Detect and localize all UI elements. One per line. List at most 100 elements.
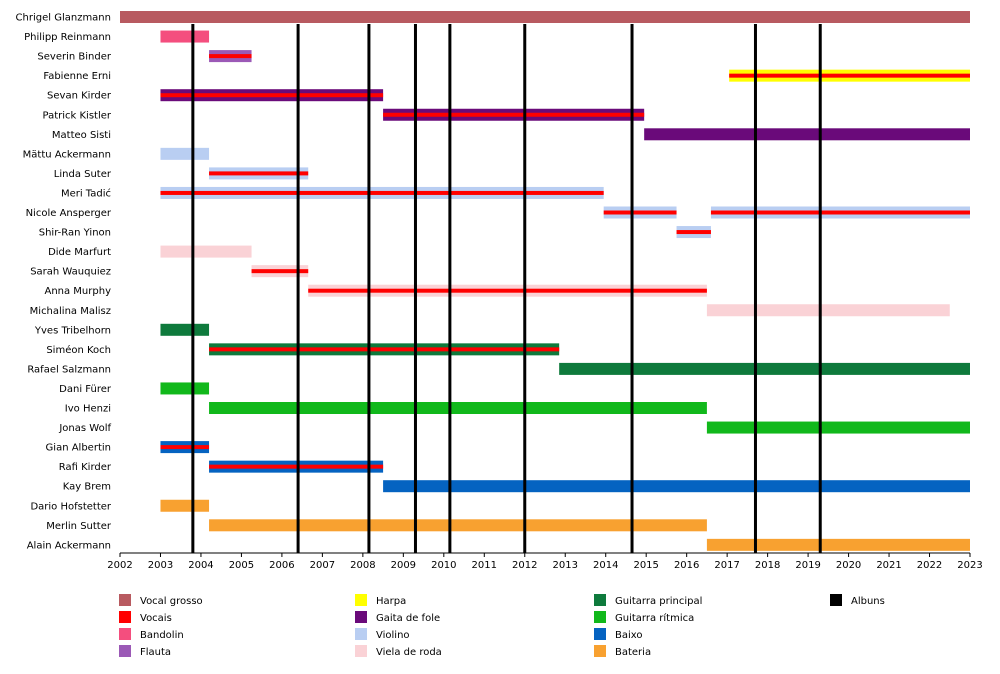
x-tick-label: 2002 <box>107 560 132 571</box>
legend-label: Baixo <box>615 630 643 641</box>
legend: Vocal grosso Vocais Bandolin Flauta Harpa Gai… <box>119 594 885 658</box>
legend-swatch <box>355 594 367 606</box>
member-label: Philipp Reinmann <box>24 32 111 43</box>
vocal-stripe <box>209 171 309 176</box>
x-tick-label: 2012 <box>512 560 537 571</box>
x-tick-label: 2003 <box>148 560 173 571</box>
member-label: Anna Murphy <box>44 286 111 297</box>
member-bar <box>120 11 970 23</box>
vocal-stripe <box>160 190 604 195</box>
x-tick-label: 2015 <box>633 560 658 571</box>
legend-label: Bandolin <box>140 630 184 641</box>
legend-swatch <box>355 645 367 657</box>
member-label: Fabienne Erni <box>43 71 111 82</box>
member-label: Shir-Ran Yinon <box>39 228 111 239</box>
x-tick-label: 2004 <box>188 560 213 571</box>
member-label: Siméon Koch <box>46 344 111 356</box>
x-tick-label: 2011 <box>472 560 497 571</box>
member-label: Dani Fürer <box>59 384 112 395</box>
legend-swatch <box>594 611 606 623</box>
vocal-stripe <box>729 73 970 78</box>
legend-swatch <box>119 628 131 640</box>
member-label: Ivo Henzi <box>65 404 111 415</box>
vocal-stripe <box>160 445 210 450</box>
vocal-stripe <box>676 230 711 235</box>
member-label: Alain Ackermann <box>27 540 111 551</box>
vocal-stripe <box>383 112 645 117</box>
x-tick-label: 2022 <box>917 560 942 571</box>
x-tick-label: 2018 <box>755 560 780 571</box>
member-label: Meri Tadić <box>61 187 111 199</box>
x-axis: 2002 2003 2004 2005 2006 2007 2008 2009 2010 2011… <box>107 552 983 571</box>
member-bar <box>706 538 970 551</box>
vocal-stripe <box>160 93 384 98</box>
legend-label: Albuns <box>851 596 885 607</box>
legend-swatch <box>119 645 131 657</box>
member-bar <box>160 499 210 512</box>
x-tick-label: 2016 <box>674 560 699 571</box>
vocal-stripe <box>251 269 309 274</box>
x-tick-label: 2017 <box>714 560 739 571</box>
legend-label: Vocal grosso <box>140 596 203 607</box>
member-label: Michalina Malisz <box>30 306 111 317</box>
x-tick-label: 2008 <box>350 560 375 571</box>
vocal-stripe <box>209 347 560 352</box>
member-label: Rafael Salzmann <box>27 364 111 375</box>
member-bar <box>209 402 707 414</box>
member-bar <box>209 519 707 532</box>
member-bar <box>160 323 210 336</box>
member-label: Severin Binder <box>37 52 111 63</box>
member-bar <box>706 304 950 317</box>
x-tick-label: 2014 <box>593 560 618 571</box>
member-label: Rafi Kirder <box>59 462 112 473</box>
legend-swatch <box>119 594 131 606</box>
member-label: Kay Brem <box>63 482 111 493</box>
legend-label: Gaita de fole <box>376 613 440 624</box>
legend-swatch <box>355 611 367 623</box>
member-label: Jonas Wolf <box>58 423 111 434</box>
vocal-stripe <box>710 210 970 215</box>
member-label: Dide Marfurt <box>48 247 111 258</box>
member-label: Patrick Kistler <box>43 110 112 121</box>
legend-swatch <box>119 611 131 623</box>
legend-label: Guitarra rítmica <box>615 612 694 624</box>
legend-label: Vocais <box>140 613 172 624</box>
legend-swatch <box>594 645 606 657</box>
x-tick-label: 2006 <box>269 560 294 571</box>
member-label: Sevan Kirder <box>47 91 112 102</box>
member-label: Chrigel Glanzmann <box>16 13 111 24</box>
vocal-stripe <box>209 464 384 469</box>
x-tick-label: 2010 <box>431 560 456 571</box>
x-tick-label: 2013 <box>553 560 578 571</box>
legend-swatch <box>355 628 367 640</box>
x-tick-label: 2020 <box>836 560 861 571</box>
member-label: Sarah Wauquiez <box>30 267 111 278</box>
member-label: Dario Hofstetter <box>30 501 111 512</box>
member-label: Mättu Ackermann <box>23 149 111 160</box>
x-tick-label: 2007 <box>310 560 335 571</box>
member-bar <box>706 421 970 434</box>
member-labels: Chrigel Glanzmann Philipp Reinmann Severin… <box>16 13 112 552</box>
member-bar <box>383 480 971 493</box>
member-bar <box>160 147 210 160</box>
member-label: Matteo Sisti <box>52 130 111 141</box>
x-tick-label: 2009 <box>391 560 416 571</box>
member-label: Merlin Sutter <box>46 521 112 532</box>
legend-label: Harpa <box>376 596 406 607</box>
member-bar <box>160 30 210 43</box>
legend-label: Flauta <box>140 647 171 658</box>
album-lines <box>191 24 822 553</box>
member-bar <box>644 128 970 141</box>
legend-label: Viela de roda <box>376 647 442 658</box>
x-tick-label: 2019 <box>795 560 820 571</box>
member-label: Gian Albertin <box>46 443 111 454</box>
x-tick-label: 2021 <box>876 560 901 571</box>
legend-swatch <box>830 594 842 606</box>
member-bar <box>559 362 970 375</box>
member-label: Yves Tribelhorn <box>34 325 111 336</box>
member-label: Linda Suter <box>54 169 112 180</box>
vocal-stripe <box>308 288 707 293</box>
x-tick-label: 2005 <box>229 560 254 571</box>
legend-swatch <box>594 594 606 606</box>
